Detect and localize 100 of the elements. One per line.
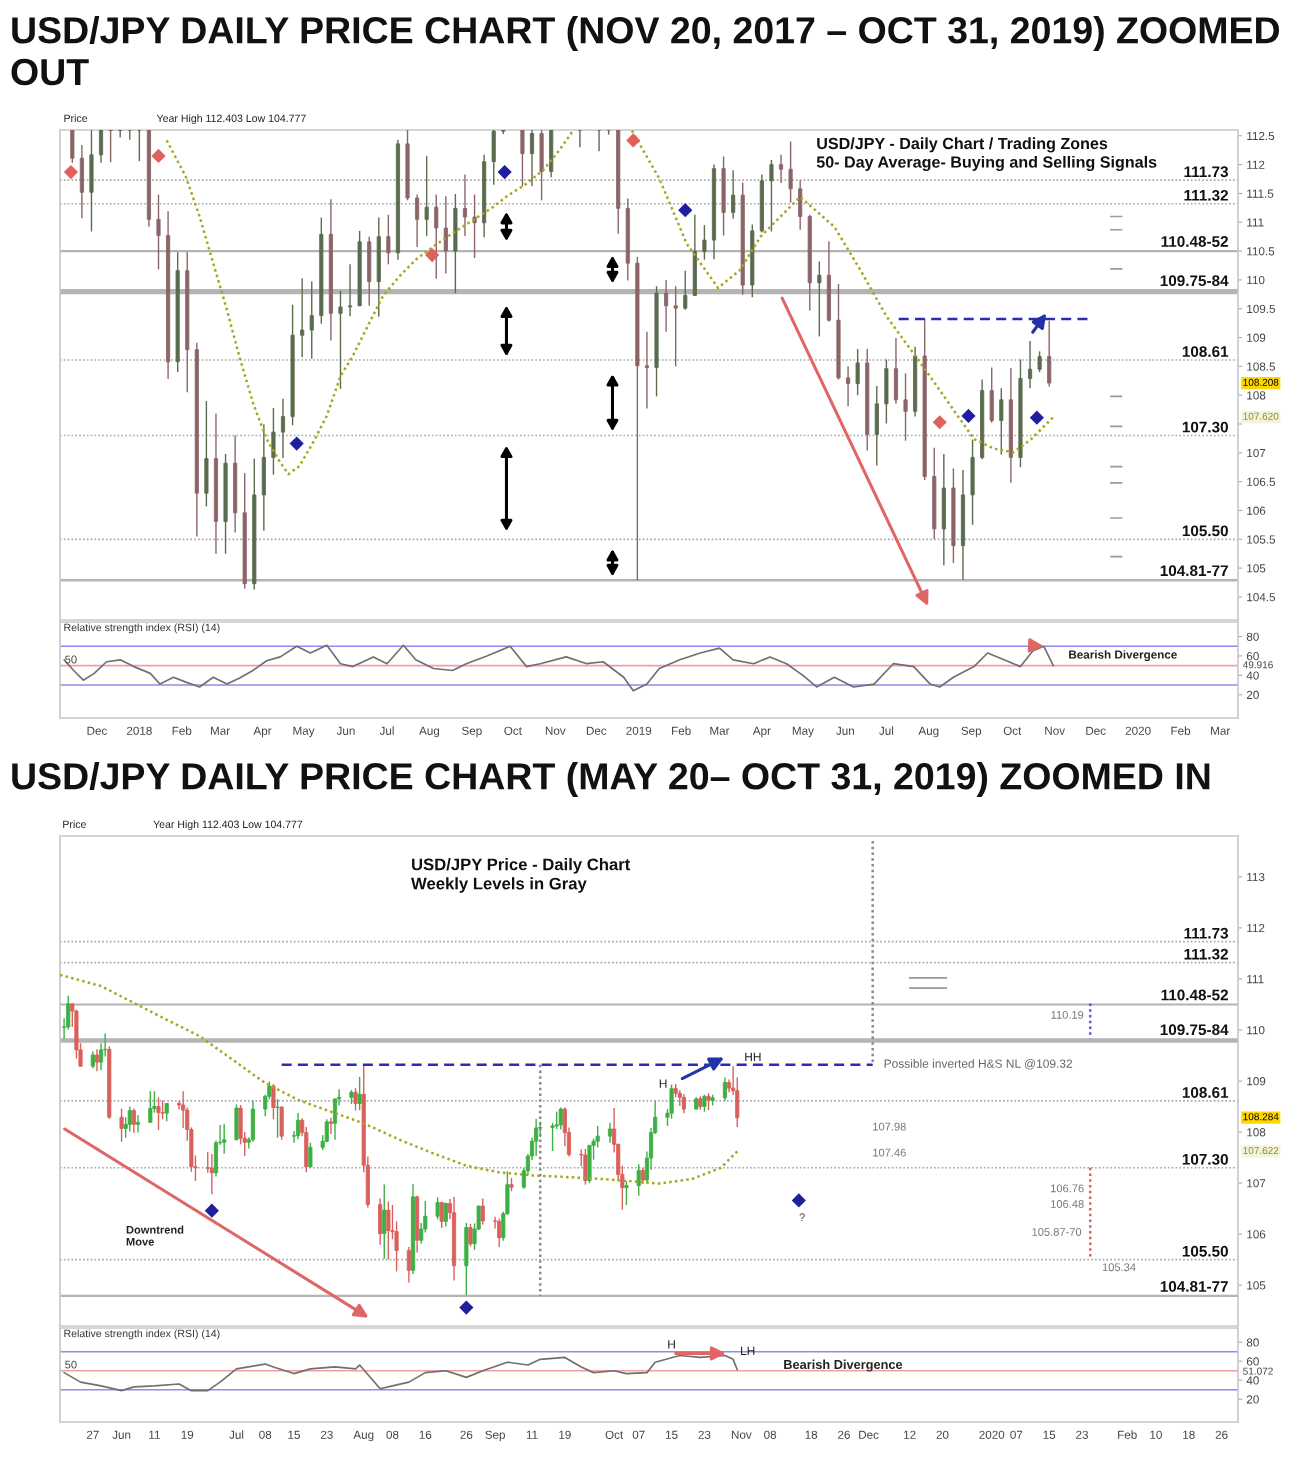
candlestick [464, 1222, 469, 1297]
candlestick [382, 1183, 387, 1260]
candlestick [778, 154, 784, 184]
chart-title: USD/JPY DAILY PRICE CHART (MAY 20– OCT 31, 2019) ZOOMED IN [12, 762, 1210, 797]
candlestick [472, 193, 477, 259]
point [204, 1203, 219, 1218]
candlestick [376, 216, 381, 318]
candlestick [1047, 320, 1052, 388]
candlestick [357, 1076, 362, 1111]
point [289, 436, 304, 451]
candlestick [462, 173, 468, 237]
candlestick [386, 1200, 391, 1261]
candlestick [309, 280, 314, 360]
candlestick [250, 1099, 255, 1143]
candlestick [903, 372, 908, 442]
point [425, 248, 440, 263]
candlestick [156, 193, 161, 271]
candlestick [74, 1008, 79, 1060]
candlestick [135, 1114, 141, 1134]
candlestick [279, 1105, 284, 1141]
candlestick [234, 1103, 239, 1141]
candlestick [692, 214, 697, 297]
candlestick [702, 224, 707, 261]
candlestick [1037, 350, 1042, 373]
candlestick [520, 130, 525, 188]
candlestick [941, 453, 946, 566]
point [459, 1300, 474, 1315]
candlestick [353, 1087, 358, 1112]
candlestick [636, 1163, 641, 1197]
text: USD/JPY - Daily Chart / Trading Zones 50- Day Average- Buying and Selling Signals [816, 137, 1157, 172]
line-series [165, 130, 575, 476]
text: USD/JPY Price - Daily Chart Weekly Levels in Gray [411, 858, 631, 893]
candlestick [597, 130, 602, 153]
point [932, 415, 947, 430]
candlestick [222, 1123, 227, 1155]
candlestick [406, 1246, 411, 1284]
candlestick [443, 1201, 448, 1228]
candlestick [999, 387, 1004, 456]
candlestick [443, 195, 448, 275]
candlestick [415, 193, 420, 248]
candlestick [681, 1093, 686, 1114]
candlestick [817, 260, 822, 338]
candlestick [624, 1180, 629, 1206]
candlestick [70, 130, 75, 164]
candlestick [480, 1197, 485, 1226]
chart-title: USD/JPY DAILY PRICE CHART (NOV 20, 2017 – OCT 31, 2019) ZOOMED OUT [11, 16, 1280, 86]
candlestick [549, 130, 554, 178]
candlestick [137, 130, 142, 162]
point [961, 408, 976, 424]
candlestick [304, 1126, 309, 1174]
candlestick [156, 1096, 161, 1131]
line-series [60, 973, 739, 1185]
candlestick [497, 1218, 502, 1248]
candlestick [367, 235, 372, 307]
candlestick [855, 348, 860, 396]
candlestick [79, 144, 84, 219]
candlestick [98, 130, 104, 164]
candlestick [788, 140, 793, 204]
point [151, 148, 166, 164]
candlestick [731, 169, 736, 220]
candlestick [607, 1122, 613, 1144]
point [1029, 410, 1044, 425]
candlestick [989, 366, 994, 424]
candlestick [204, 400, 209, 508]
candlestick [261, 423, 266, 532]
candlestick [271, 407, 276, 476]
candlestick [587, 1144, 592, 1184]
candlestick [308, 1142, 313, 1169]
candlestick [644, 331, 650, 410]
candlestick [1027, 340, 1033, 389]
candlestick [826, 240, 831, 323]
candlestick [893, 337, 899, 405]
candlestick [439, 1201, 444, 1229]
candlestick [386, 214, 391, 266]
candlestick [131, 1107, 136, 1134]
candlestick [721, 155, 726, 237]
candlestick [453, 193, 458, 294]
candlestick [884, 358, 889, 425]
candlestick [119, 1107, 124, 1143]
point [626, 133, 641, 148]
candlestick [491, 130, 496, 186]
candlestick [683, 269, 688, 311]
candlestick [722, 1076, 727, 1102]
candlestick [378, 1197, 383, 1246]
candlestick [328, 1117, 333, 1135]
candlestick [89, 130, 94, 233]
candlestick [275, 1098, 280, 1139]
candlestick [539, 130, 544, 202]
candlestick [468, 1223, 473, 1248]
candlestick [846, 365, 851, 407]
candlestick [271, 1083, 276, 1120]
candlestick [127, 1105, 132, 1133]
candlestick [280, 397, 286, 459]
candlestick [435, 1196, 440, 1221]
point [63, 165, 79, 180]
candlestick [347, 263, 353, 317]
candlestick [577, 130, 582, 148]
candlestick [209, 1153, 214, 1196]
point [678, 203, 693, 218]
candlestick [970, 438, 975, 526]
